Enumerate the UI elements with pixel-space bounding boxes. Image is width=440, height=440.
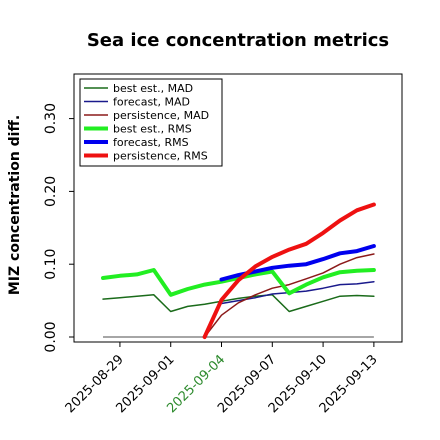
legend-label: best est., MAD [113,82,193,95]
legend-box [79,78,223,167]
y-tick-label: 0.00 [43,321,59,352]
y-axis: 0.00 0.10 0.20 0.30 [43,103,74,353]
y-tick-label: 0.20 [43,176,59,207]
series-line-2 [203,253,375,338]
x-axis: 2025-08-292025-09-012025-09-042025-09-07… [63,342,381,416]
legend-label: persistence, MAD [113,109,209,122]
chart-title: Sea ice concentration metrics [87,30,389,51]
legend-label: forecast, RMS [113,136,189,149]
y-axis-label: MIZ concentration diff. [7,115,23,295]
legend-label: forecast, MAD [113,96,190,109]
y-tick-label: 0.30 [43,103,59,134]
legend-label: best est., RMS [113,123,192,136]
series-line-5 [202,202,376,339]
plot-lines [101,202,376,339]
series-line-0 [102,294,375,313]
plot-frame [73,73,403,343]
legend-label: persistence, RMS [113,150,208,163]
y-tick-label: 0.10 [43,249,59,280]
